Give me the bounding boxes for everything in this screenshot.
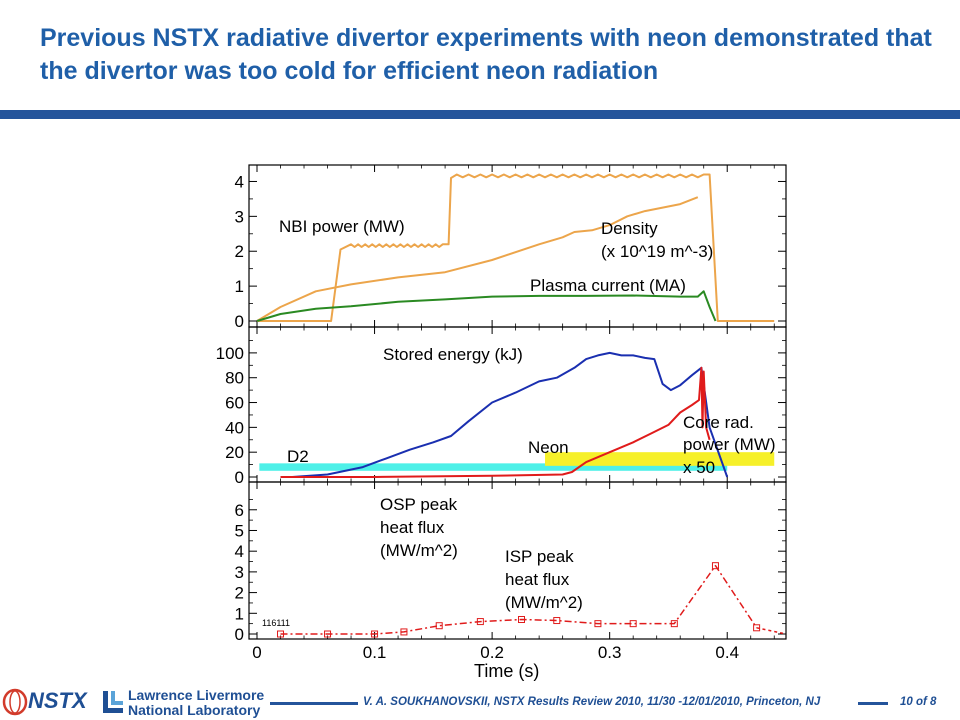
panel-1-ytick-label: 2 — [235, 242, 244, 261]
panel-1-ytick-label: 3 — [235, 207, 244, 226]
slide-title: Previous NSTX radiative divertor experim… — [40, 24, 932, 85]
annotation-osp-line1: OSP peak — [380, 495, 458, 514]
panel-3-frame — [248, 481, 787, 640]
footer-rule-right — [858, 702, 888, 705]
llnl-logo-text: Lawrence Livermore National Laboratory — [128, 688, 264, 718]
band-d2 — [259, 463, 728, 471]
isp-marker — [400, 628, 408, 636]
annotation-osp-line2: heat flux — [380, 518, 445, 537]
panel-3-ytick-label: 4 — [235, 542, 244, 561]
page-number: 10 of 8 — [900, 696, 937, 708]
annotation-isp-line3: (MW/m^2) — [505, 593, 583, 612]
panel-3-ytick-label: 1 — [235, 604, 244, 623]
panel-2-ytick-label: 60 — [225, 394, 244, 413]
panel-1-ytick-label: 4 — [235, 172, 244, 191]
footer-citation: V. A. SOUKHANOVSKII, NSTX Results Review… — [363, 696, 821, 708]
llnl-logo-icon — [103, 691, 123, 713]
isp-marker — [594, 620, 602, 628]
panel-3-ytick-label: 5 — [235, 521, 244, 540]
footer-rule-left — [270, 702, 358, 705]
annotation-core-rad-x50: x 50 — [683, 458, 715, 477]
annotation-density: Density — [601, 219, 658, 238]
x-tick-label: 0.4 — [715, 643, 739, 662]
annotation-isp-line2: heat flux — [505, 570, 570, 589]
panel-2-ytick-label: 0 — [235, 468, 244, 487]
panel-2-ytick-label: 20 — [225, 443, 244, 462]
panel-1-ytick-label: 1 — [235, 277, 244, 296]
shot-number-label: 116111 — [262, 618, 290, 628]
panel-2-ytick-label: 100 — [216, 344, 244, 363]
panel-3-ytick-label: 3 — [235, 563, 244, 582]
isp-marker — [629, 620, 637, 628]
panel-2-ytick-label: 80 — [225, 369, 244, 388]
series-3-1 — [280, 564, 758, 635]
x-tick-label: 0.3 — [598, 643, 622, 662]
annotation-isp-line1: ISP peak — [505, 547, 574, 566]
chart-labels: NBI power (MW) Density (x 10^19 m^-3) Pl… — [262, 217, 776, 681]
isp-marker — [277, 630, 285, 638]
panel-3-ytick-label: 0 — [235, 625, 244, 644]
panel-3-ytick-label: 6 — [235, 501, 244, 520]
annotation-core-rad: Core rad. — [683, 413, 754, 432]
llnl-line1: Lawrence Livermore — [128, 687, 265, 703]
isp-marker — [518, 616, 525, 624]
annotation-stored-energy: Stored energy (kJ) — [383, 345, 523, 364]
x-tick-label: 0 — [252, 643, 261, 662]
isp-marker — [435, 622, 443, 630]
series-3-2 — [756, 627, 787, 635]
annotation-plasma-current: Plasma current (MA) — [530, 276, 686, 295]
series-2-1 — [292, 351, 729, 478]
series-1-1 — [257, 173, 775, 322]
chart-plot — [256, 173, 787, 638]
isp-marker — [670, 620, 678, 628]
isp-marker — [553, 617, 561, 625]
annotation-neon: Neon — [528, 438, 569, 457]
isp-marker — [711, 562, 719, 570]
llnl-line2: National Laboratory — [128, 702, 261, 718]
annotation-nbi-power: NBI power (MW) — [279, 217, 405, 236]
panel-3-ytick-label: 2 — [235, 584, 244, 603]
panel-2-ytick-label: 40 — [225, 418, 244, 437]
annotation-density-units: (x 10^19 m^-3) — [601, 242, 713, 261]
panel-1-ytick-label: 0 — [235, 312, 244, 331]
series-2-2 — [280, 366, 711, 478]
nstx-logo-text: NSTX — [28, 688, 87, 713]
annotation-d2: D2 — [287, 447, 309, 466]
x-tick-label: 0.1 — [363, 643, 387, 662]
x-tick-label: 0.2 — [480, 643, 504, 662]
title-rule — [0, 110, 960, 119]
nstx-logo-swoosh-icon — [2, 688, 28, 716]
annotation-core-rad-power: power (MW) — [683, 435, 776, 454]
isp-marker — [324, 630, 332, 638]
series-1-3 — [256, 290, 717, 322]
annotation-osp-line3: (MW/m^2) — [380, 541, 458, 560]
series-1-2 — [256, 196, 699, 322]
band-neon — [545, 452, 775, 466]
isp-marker — [476, 618, 484, 626]
isp-marker — [371, 630, 379, 638]
x-axis-title: Time (s) — [474, 661, 539, 681]
